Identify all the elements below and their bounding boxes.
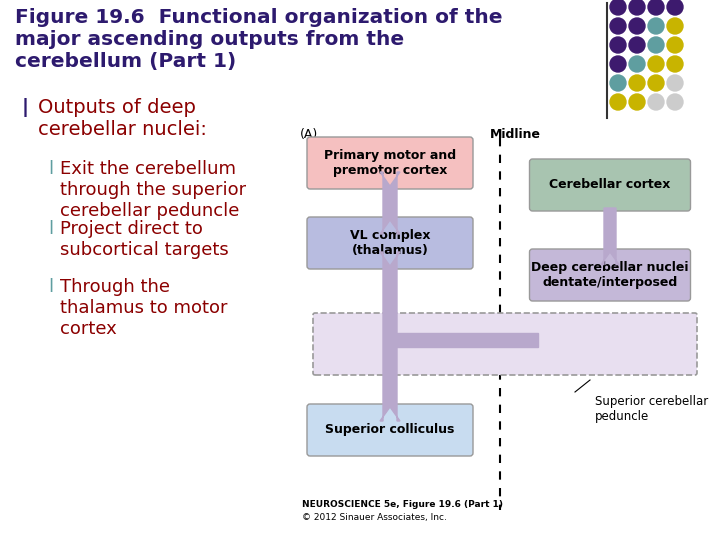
FancyBboxPatch shape: [307, 404, 473, 456]
Circle shape: [648, 0, 664, 15]
Circle shape: [610, 0, 626, 15]
Circle shape: [629, 94, 645, 110]
Text: major ascending outputs from the: major ascending outputs from the: [15, 30, 404, 49]
Circle shape: [610, 18, 626, 34]
Circle shape: [667, 94, 683, 110]
Circle shape: [629, 37, 645, 53]
Text: © 2012 Sinauer Associates, Inc.: © 2012 Sinauer Associates, Inc.: [302, 513, 447, 522]
Text: Through the
thalamus to motor
cortex: Through the thalamus to motor cortex: [60, 278, 228, 338]
Text: Project direct to
subcortical targets: Project direct to subcortical targets: [60, 220, 229, 259]
Circle shape: [667, 56, 683, 72]
Circle shape: [629, 0, 645, 15]
Circle shape: [648, 37, 664, 53]
Circle shape: [610, 56, 626, 72]
Text: l: l: [48, 278, 53, 296]
Circle shape: [629, 18, 645, 34]
Circle shape: [648, 75, 664, 91]
Circle shape: [648, 94, 664, 110]
Text: cerebellum (Part 1): cerebellum (Part 1): [15, 52, 236, 71]
Circle shape: [610, 37, 626, 53]
Text: Superior colliculus: Superior colliculus: [325, 423, 455, 436]
Text: (A): (A): [300, 128, 318, 141]
Text: Deep cerebellar nuclei
dentate/interposed: Deep cerebellar nuclei dentate/interpose…: [531, 261, 689, 289]
Circle shape: [667, 75, 683, 91]
Text: l: l: [48, 220, 53, 238]
Circle shape: [648, 56, 664, 72]
FancyBboxPatch shape: [307, 217, 473, 269]
Text: Outputs of deep
cerebellar nuclei:: Outputs of deep cerebellar nuclei:: [38, 98, 207, 139]
Circle shape: [629, 56, 645, 72]
Polygon shape: [601, 208, 619, 265]
Bar: [390, 333, 538, 347]
Text: NEUROSCIENCE 5e, Figure 19.6 (Part 1): NEUROSCIENCE 5e, Figure 19.6 (Part 1): [302, 500, 503, 509]
FancyBboxPatch shape: [307, 137, 473, 189]
Text: Midline: Midline: [490, 128, 541, 141]
Polygon shape: [380, 172, 400, 234]
Circle shape: [610, 94, 626, 110]
Circle shape: [610, 75, 626, 91]
Circle shape: [667, 18, 683, 34]
Text: Superior cerebellar
peduncle: Superior cerebellar peduncle: [595, 395, 708, 423]
Circle shape: [667, 37, 683, 53]
Text: Cerebellar cortex: Cerebellar cortex: [549, 179, 671, 192]
Text: l: l: [22, 98, 29, 122]
Polygon shape: [380, 252, 400, 421]
Text: Primary motor and
premotor cortex: Primary motor and premotor cortex: [324, 149, 456, 177]
Text: Figure 19.6  Functional organization of the: Figure 19.6 Functional organization of t…: [15, 8, 503, 27]
Text: Exit the cerebellum
through the superior
cerebellar peduncle: Exit the cerebellum through the superior…: [60, 160, 246, 220]
FancyBboxPatch shape: [529, 249, 690, 301]
Text: VL complex
(thalamus): VL complex (thalamus): [350, 229, 431, 257]
Text: l: l: [48, 160, 53, 178]
Circle shape: [648, 18, 664, 34]
FancyBboxPatch shape: [529, 159, 690, 211]
Circle shape: [629, 75, 645, 91]
FancyBboxPatch shape: [313, 313, 697, 375]
Circle shape: [667, 0, 683, 15]
